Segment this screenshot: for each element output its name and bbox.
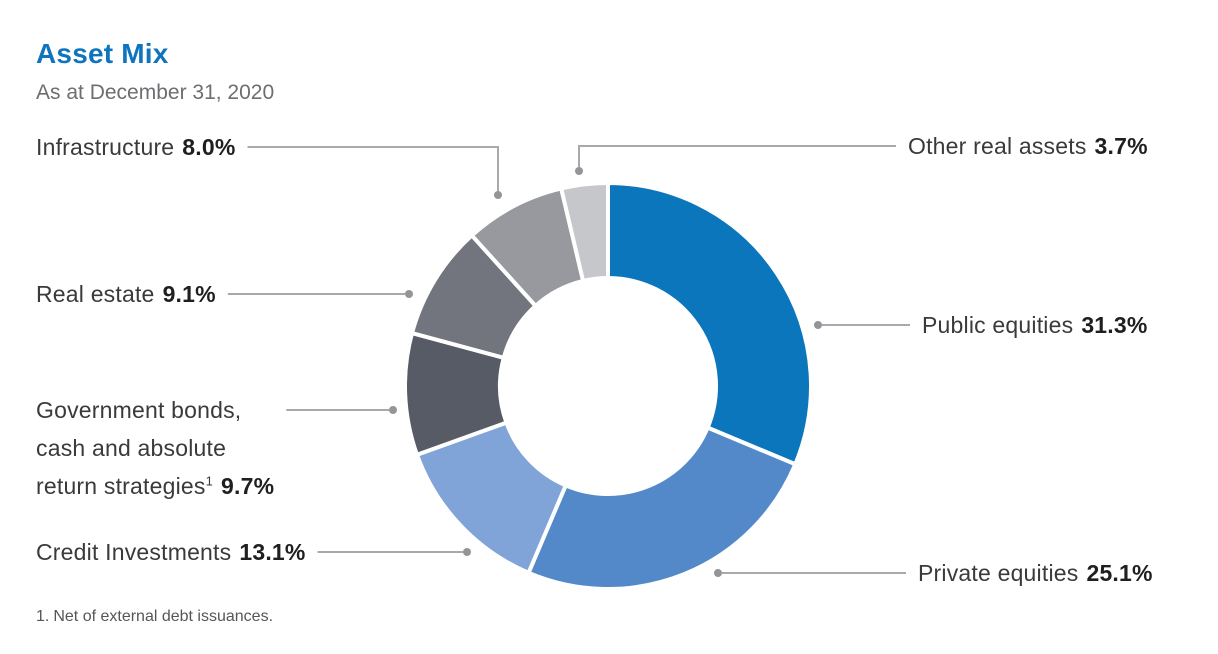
leader-dot-infrastructure (494, 191, 502, 199)
callout-value: 25.1% (1086, 560, 1153, 586)
callout-label: Real estate (36, 281, 155, 307)
leader-dot-other (575, 167, 583, 175)
donut-slice-public-equities (606, 181, 813, 467)
callout-private-equities: Private equities 25.1% (918, 558, 1153, 588)
callout-label: Credit Investments (36, 539, 232, 565)
callout-value: 8.0% (182, 134, 236, 160)
callout-label: Other real assets (908, 133, 1087, 159)
donut-slice-other-real-assets (559, 181, 610, 283)
leader-dot-real-estate (405, 290, 413, 298)
leader-line-other (578, 145, 896, 167)
leader-dot-credit (463, 548, 471, 556)
callout-value: 9.1% (162, 281, 216, 307)
leader-dot-gov-bonds (389, 406, 397, 414)
donut-slices (403, 181, 813, 591)
page-title: Asset Mix (36, 38, 169, 69)
callout-label-line2: cash and absolute (36, 435, 227, 461)
callout-other-real-assets: Other real assets 3.7% (908, 131, 1148, 161)
footnote-marker: 1. (36, 608, 50, 625)
callout-label: Private equities (918, 560, 1079, 586)
callout-credit-investments: Credit Investments 13.1% (36, 537, 306, 567)
leader-dot-public (814, 321, 822, 329)
callout-label-line1: Government bonds, (36, 397, 242, 423)
callout-label: Public equities (922, 312, 1074, 338)
callout-label-line3: return strategies1 9.7% (36, 467, 274, 505)
callout-value: 13.1% (239, 539, 306, 565)
callout-infrastructure: Infrastructure 8.0% (36, 132, 236, 162)
callout-label: return strategies (36, 473, 206, 499)
callout-label: Infrastructure (36, 134, 175, 160)
leader-lines (227, 145, 910, 577)
callout-public-equities: Public equities 31.3% (922, 310, 1148, 340)
callout-government-bonds: Government bonds, cash and absolute retu… (36, 391, 274, 505)
callout-value: 31.3% (1081, 312, 1148, 338)
footnote: 1. Net of external debt issuances. (36, 608, 273, 626)
callout-value: 3.7% (1094, 133, 1148, 159)
donut-slice-private-equities (526, 425, 798, 591)
leader-line-infrastructure (247, 146, 499, 191)
footnote-text: Net of external debt issuances. (53, 608, 274, 625)
page-subtitle: As at December 31, 2020 (36, 81, 275, 104)
footnote-reference: 1 (205, 473, 214, 489)
callout-real-estate: Real estate 9.1% (36, 279, 216, 309)
leader-dot-private (714, 569, 722, 577)
callout-value: 9.7% (221, 473, 275, 499)
